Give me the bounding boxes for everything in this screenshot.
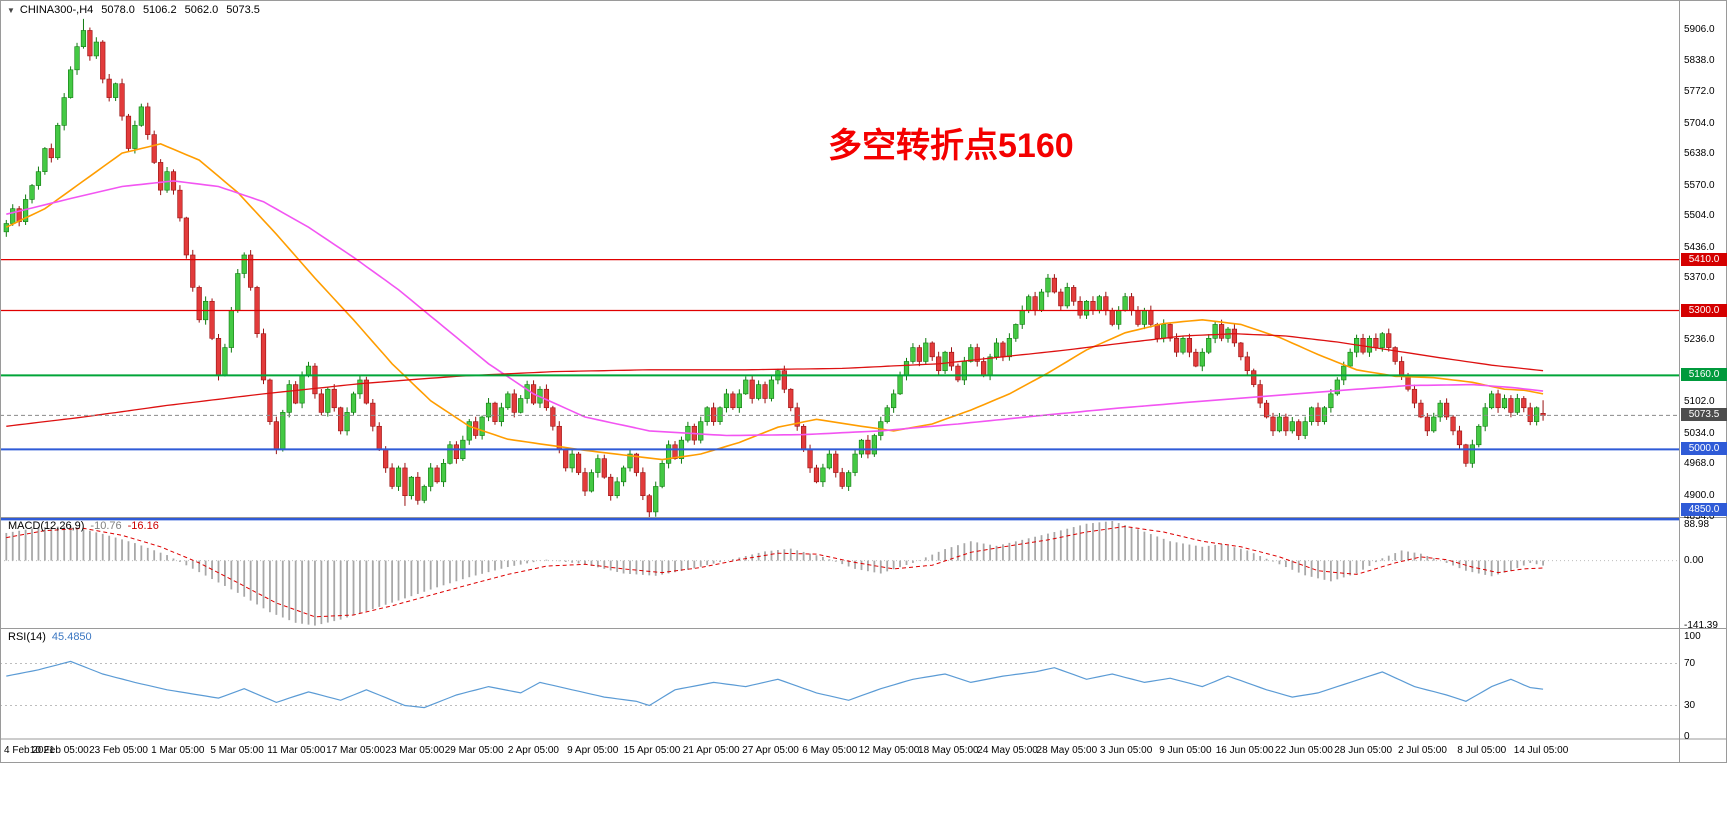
time-label: 11 Mar 05:00 (267, 745, 326, 756)
price-badge: 5160.0 (1681, 368, 1727, 382)
time-label: 22 Jun 05:00 (1275, 745, 1333, 756)
price-tick: 5034.0 (1684, 427, 1715, 439)
ohlc-low: 5062.0 (184, 4, 219, 16)
price-tick: 5570.0 (1684, 179, 1715, 191)
time-label: 28 May 05:00 (1036, 745, 1098, 756)
time-label: 15 Apr 05:00 (623, 745, 681, 756)
symbol-dropdown-icon[interactable]: ▼ (7, 6, 15, 15)
time-label: 5 Mar 05:00 (210, 745, 264, 756)
time-label: 8 Jul 05:00 (1457, 745, 1507, 756)
time-label: 23 Feb 05:00 (89, 745, 148, 756)
time-label: 29 Mar 05:00 (444, 745, 504, 756)
time-label: 24 May 05:00 (977, 745, 1038, 756)
price-tick: 4968.0 (1684, 458, 1715, 470)
time-label: 4 Feb 2021 (4, 745, 55, 756)
time-label: 9 Apr 05:00 (567, 745, 619, 756)
rsi-label: RSI(14) 45.4850 (8, 631, 92, 643)
price-tick: 5236.0 (1684, 334, 1715, 346)
macd-tick: 88.98 (1684, 519, 1710, 530)
time-label: 10 Feb 05:00 (29, 745, 89, 756)
ohlc-open: 5078.0 (101, 4, 135, 16)
time-label: 9 Jun 05:00 (1159, 745, 1212, 756)
price-tick: 5838.0 (1684, 55, 1715, 67)
time-axis[interactable]: 4 Feb 2021 10 Feb 05:00 23 Feb 05:00 1 Mar … (0, 745, 1680, 761)
time-label: 2 Jul 05:00 (1398, 745, 1447, 756)
rsi-tick: 100 (1684, 631, 1701, 642)
symbol-period-label: CHINA300-,H4 (19, 4, 94, 16)
ohlc-high: 5106.2 (142, 4, 177, 16)
time-label: 16 Jun 05:00 (1215, 745, 1274, 756)
price-tick: 5906.0 (1684, 24, 1715, 35)
time-label: 21 Apr 05:00 (682, 745, 740, 756)
time-label: 14 Jul 05:00 (1513, 745, 1569, 756)
price-badge: 4850.0 (1681, 503, 1727, 516)
price-badge: 5300.0 (1681, 303, 1727, 317)
macd-tick: -141.39 (1684, 619, 1718, 631)
macd-label: MACD(12,26,9) -10.76 -16.16 (8, 520, 159, 532)
time-label: 3 Jun 05:00 (1099, 745, 1153, 756)
price-tick: 5772.0 (1684, 86, 1715, 98)
ohlc-close: 5073.5 (226, 4, 260, 16)
time-label: 17 Mar 05:00 (326, 745, 386, 756)
price-badge: 5410.0 (1681, 252, 1727, 266)
chart-header: ▼ CHINA300-,H4 5078.0 5106.2 5062.0 5073.5 (7, 4, 260, 16)
time-label: 2 Apr 05:00 (507, 745, 559, 756)
rsi-name: RSI(14) (8, 631, 46, 643)
price-tick: 5436.0 (1684, 241, 1715, 253)
macd-name: MACD(12,26,9) (8, 520, 85, 532)
rsi-tick: 30 (1684, 699, 1696, 711)
macd-signal-value: -16.16 (127, 520, 159, 532)
rsi-tick: 0 (1684, 731, 1690, 742)
rsi-value: 45.4850 (51, 631, 92, 643)
rsi-tick: 70 (1684, 657, 1696, 669)
price-tick: 5504.0 (1684, 210, 1715, 222)
price-tick: 5370.0 (1684, 272, 1715, 284)
macd-tick: 0.00 (1684, 554, 1704, 566)
price-tick: 5638.0 (1684, 148, 1715, 160)
price-badge: 5000.0 (1681, 442, 1727, 456)
price-badge: 5073.5 (1681, 408, 1727, 422)
time-label: 28 Jun 05:00 (1334, 745, 1393, 756)
time-label: 12 May 05:00 (858, 745, 920, 756)
price-tick: 5102.0 (1684, 396, 1715, 408)
macd-main-value: -10.76 (90, 520, 122, 532)
chart-annotation: 多空转折点5160 (828, 127, 1074, 165)
time-label: 1 Mar 05:00 (151, 745, 205, 756)
time-label: 6 May 05:00 (802, 745, 858, 756)
price-tick: 4900.0 (1684, 489, 1715, 501)
price-tick: 4854.0 (1684, 511, 1715, 522)
time-label: 23 Mar 05:00 (385, 745, 445, 756)
time-label: 18 May 05:00 (918, 745, 979, 756)
time-label: 27 Apr 05:00 (742, 745, 799, 756)
price-tick: 5704.0 (1684, 117, 1715, 129)
